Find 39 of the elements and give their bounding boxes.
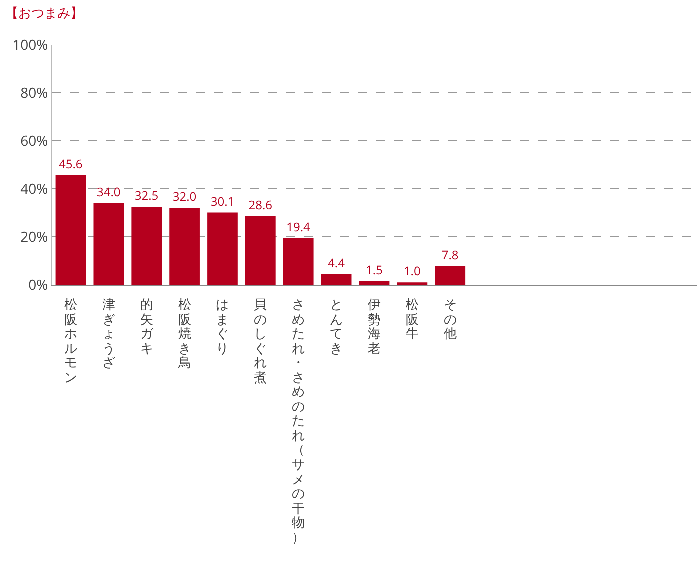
data-label: 30.1 <box>210 192 235 210</box>
bar <box>56 176 86 285</box>
data-label: 19.4 <box>286 218 311 236</box>
x-tick-label: 津ぎょうざ <box>102 298 116 372</box>
x-tick-label: 貝のしぐれ煮 <box>254 298 268 386</box>
y-tick-label: 60% <box>20 132 48 151</box>
y-tick-label: 80% <box>20 84 48 103</box>
data-label: 4.4 <box>328 254 346 272</box>
x-tick-label: はまぐり <box>216 298 230 358</box>
data-label: 32.0 <box>172 188 197 206</box>
data-label: 45.6 <box>59 156 83 173</box>
bar <box>94 203 124 285</box>
x-tick-label: 松阪焼き鳥 <box>178 298 192 372</box>
category-label: さめたれ・さめのたれ（サメの干物） <box>292 298 306 546</box>
data-label: 34.0 <box>96 183 121 200</box>
bar <box>132 207 162 285</box>
x-tick-label: 伊勢海老 <box>368 298 382 358</box>
data-label: 7.8 <box>442 246 459 264</box>
x-tick-label: 的矢ガキ <box>140 298 154 358</box>
bar <box>246 216 276 285</box>
x-tick-label: 松阪牛 <box>405 298 420 343</box>
bar <box>321 274 352 285</box>
bar <box>283 238 314 285</box>
bar <box>435 266 466 285</box>
y-tick-label: 40% <box>20 180 48 199</box>
bar <box>208 212 238 285</box>
chart-title: 【おつまみ】 <box>6 6 84 22</box>
x-tick-label: 松阪ホルモン <box>64 298 78 386</box>
data-label: 1.0 <box>404 262 421 280</box>
y-tick-label: 0% <box>28 276 48 295</box>
data-label: 1.5 <box>366 261 384 278</box>
bar <box>170 208 200 285</box>
y-tick-label: 20% <box>20 228 48 247</box>
bar <box>359 281 390 285</box>
x-tick-label: とんてき <box>330 298 344 358</box>
y-tick-label: 100% <box>12 36 48 55</box>
data-label: 28.6 <box>248 196 273 214</box>
x-tick-label: その他 <box>443 298 458 343</box>
data-label: 32.5 <box>134 187 159 204</box>
